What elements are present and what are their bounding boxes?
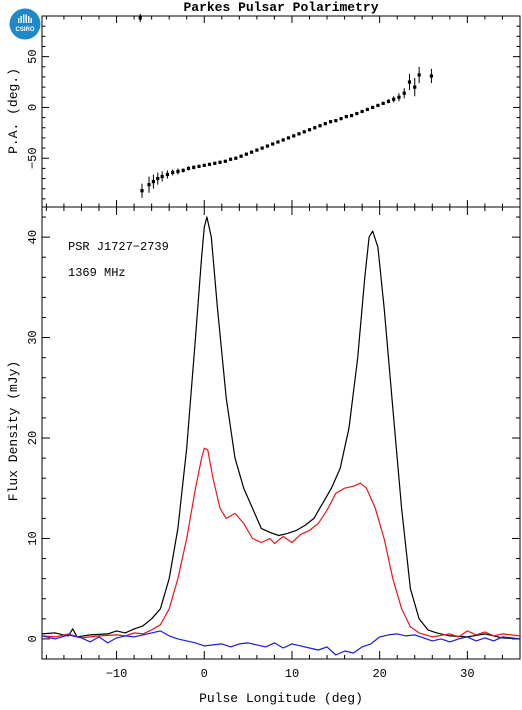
pa-point: [381, 101, 385, 105]
pa-point: [244, 152, 248, 156]
pa-point: [328, 120, 333, 124]
pa-point: [234, 156, 238, 160]
figure-title: Parkes Pulsar Polarimetry: [183, 0, 378, 15]
flux-x-tick-label: 10: [285, 667, 299, 681]
flux-y-tick-label: 30: [26, 330, 40, 344]
pa-point: [186, 166, 191, 170]
flux-y-tick-label: 10: [26, 531, 40, 545]
pa-point: [171, 170, 175, 175]
pulsar-name-annotation: PSR J1727−2739: [68, 240, 169, 254]
pa-point: [276, 140, 280, 144]
flux-x-axis-label: Pulse Longitude (deg): [199, 691, 363, 706]
flux-y-tick-label: 20: [26, 431, 40, 445]
pa-point: [429, 74, 434, 78]
pa-point: [360, 109, 364, 114]
pa-y-axis-label: P.A. (deg.): [6, 68, 21, 154]
pa-point: [318, 124, 322, 128]
pa-point: [292, 134, 296, 138]
pa-point: [339, 117, 343, 121]
pa-point: [281, 138, 285, 142]
pa-point: [271, 142, 275, 146]
frequency-annotation: 1369 MHz: [68, 266, 126, 280]
csiro-logo-icon: CSIRO: [9, 8, 41, 40]
pa-point: [228, 157, 233, 161]
pa-point: [265, 144, 270, 148]
pa-point: [397, 95, 401, 99]
pa-point: [371, 105, 375, 110]
pa-y-tick-label: −50: [26, 147, 40, 169]
csiro-logo-text: CSIRO: [15, 27, 34, 33]
pa-point: [302, 130, 306, 134]
flux-x-tick-label: −10: [106, 667, 128, 681]
pa-point: [160, 174, 164, 179]
pa-point: [197, 164, 201, 168]
pa-point: [297, 132, 301, 136]
flux-y-tick-label: 40: [26, 230, 40, 244]
pa-point: [365, 107, 369, 112]
pa-point: [255, 148, 259, 152]
pa-point: [350, 113, 354, 118]
flux-y-axis-label: Flux Density (mJy): [6, 361, 21, 501]
pa-point: [138, 16, 142, 20]
pa-point: [344, 114, 348, 119]
pa-point: [386, 99, 391, 103]
pa-point: [140, 189, 144, 193]
pa-point: [417, 73, 421, 77]
pa-point: [218, 160, 222, 164]
pa-y-tick-label: 0: [26, 104, 40, 111]
pa-point: [156, 176, 160, 181]
pa-point: [192, 165, 196, 169]
flux-x-tick-label: 0: [201, 667, 208, 681]
pa-point: [223, 159, 227, 163]
pa-point: [151, 180, 155, 184]
pa-point: [213, 161, 217, 165]
pa-point: [181, 168, 185, 173]
total-intensity-line: [41, 216, 521, 640]
pa-point: [307, 128, 312, 132]
linear-polarization-line: [41, 447, 521, 639]
pa-point: [239, 154, 243, 158]
pa-point: [402, 91, 406, 95]
csiro-logo: CSIRO: [9, 8, 41, 40]
pa-point: [176, 169, 180, 174]
pa-point: [355, 111, 359, 116]
pa-point: [260, 146, 264, 150]
pa-point: [334, 119, 338, 123]
pa-y-tick-label: 50: [26, 49, 40, 63]
pa-point: [165, 172, 170, 177]
pa-point: [407, 80, 412, 84]
pa-point: [250, 150, 254, 154]
pa-point: [376, 103, 380, 108]
pa-panel-frame: [41, 15, 521, 208]
flux-profile-panel: −10 0 10 20 30 0 10 20 30 40 Flux Density (mJy) P…: [6, 206, 521, 706]
pa-point: [392, 97, 396, 101]
flux-x-tick-label: 30: [460, 667, 474, 681]
flux-y-tick-label: 0: [26, 635, 40, 642]
pa-point: [286, 136, 291, 140]
pa-point: [323, 122, 327, 126]
pa-point: [313, 126, 317, 130]
pa-point: [147, 183, 151, 187]
flux-x-tick-label: 20: [372, 667, 386, 681]
flux-panel-frame: [41, 206, 521, 660]
pa-point: [202, 163, 206, 167]
pa-point: [207, 162, 212, 166]
circular-polarization-line: [41, 630, 521, 656]
position-angle-panel: −50 0 50 P.A. (deg.): [6, 13, 521, 208]
pa-point: [413, 85, 417, 89]
